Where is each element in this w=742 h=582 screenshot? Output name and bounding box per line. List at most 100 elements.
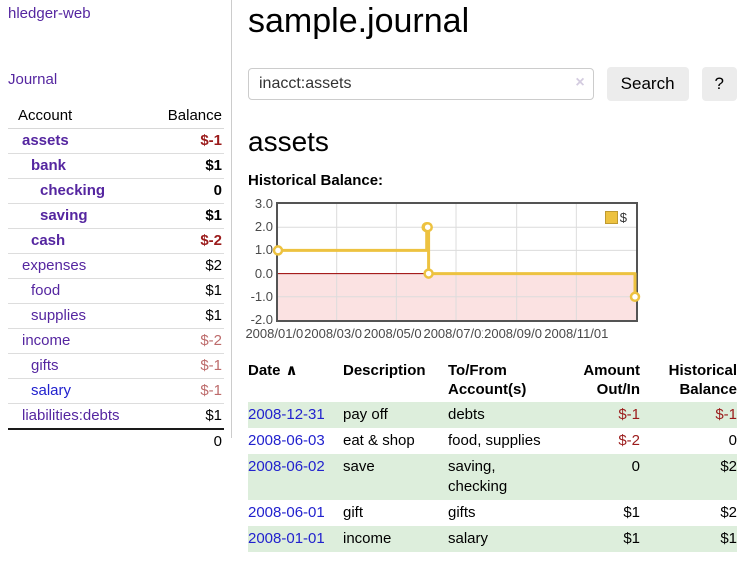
transaction-date-link[interactable]: 2008-06-01 xyxy=(248,504,325,521)
x-tick-label: 2008/07/01 xyxy=(422,326,491,341)
accounts-total-row: 0 xyxy=(8,428,224,454)
register-row: 2008-06-01 gift gifts $1 $2 xyxy=(248,500,737,526)
account-link[interactable]: bank xyxy=(31,157,67,174)
transaction-amount: $-2 xyxy=(618,432,640,449)
main-content: sample.journal × Search ? assets Histori… xyxy=(244,0,737,552)
account-link[interactable]: saving xyxy=(40,207,88,224)
search-bar: × Search ? xyxy=(248,67,737,101)
x-tick-label: 2008/09/01 xyxy=(482,326,551,341)
account-link[interactable]: liabilities:debts xyxy=(22,407,120,424)
register-header-row: Date ∧ Description To/From Account(s) Amount O… xyxy=(248,361,737,402)
account-balance: $1 xyxy=(143,153,224,179)
accounts-col-account: Account xyxy=(8,104,144,129)
chart-plot[interactable]: $ xyxy=(272,202,641,322)
search-button[interactable]: Search xyxy=(606,67,689,101)
brand-link[interactable]: hledger-web xyxy=(8,5,91,22)
y-tick-label: 1.0 xyxy=(254,242,273,258)
account-balance: $1 xyxy=(143,203,224,229)
chart-svg xyxy=(272,204,641,320)
data-point xyxy=(423,268,434,279)
register-column-header: To/From Account(s) xyxy=(448,362,527,398)
account-link[interactable]: cash xyxy=(31,232,66,249)
legend-label: $ xyxy=(619,210,627,225)
transaction-amount: $1 xyxy=(623,504,640,521)
account-balance: $-2 xyxy=(143,328,224,354)
chart-title: Historical Balance: xyxy=(248,172,384,189)
account-link[interactable]: income xyxy=(22,332,71,349)
transaction-amount: $1 xyxy=(623,530,640,547)
account-row: food $1 xyxy=(8,278,224,304)
account-balance: $1 xyxy=(143,278,224,304)
transaction-accounts: salary xyxy=(448,530,489,547)
transaction-accounts: food, supplies xyxy=(448,432,541,449)
x-tick-label: 2008/05/01 xyxy=(362,326,431,341)
transaction-balance: $2 xyxy=(720,504,737,521)
account-link[interactable]: assets xyxy=(22,132,69,149)
account-row: salary $-1 xyxy=(8,378,224,404)
account-balance: $-1 xyxy=(143,353,224,379)
y-tick-label: -1.0 xyxy=(250,288,273,304)
sidebar-item-journal[interactable]: Journal xyxy=(8,71,58,88)
accounts-header-row: Account Balance xyxy=(8,104,224,129)
y-tick-label: 0.0 xyxy=(254,265,273,281)
search-input[interactable] xyxy=(248,68,594,100)
transaction-balance: $2 xyxy=(720,458,737,475)
register-column-header[interactable]: Date ∧ xyxy=(248,362,298,379)
accounts-total-value: 0 xyxy=(143,428,224,454)
transaction-amount: $-1 xyxy=(618,406,640,423)
account-heading: assets xyxy=(248,126,329,157)
transaction-description: gift xyxy=(343,504,364,521)
transaction-amount: 0 xyxy=(631,458,640,475)
account-link[interactable]: checking xyxy=(40,182,106,199)
x-tick-label: 2008/03/01 xyxy=(302,326,371,341)
account-link[interactable]: gifts xyxy=(31,357,59,374)
register-row: 2008-01-01 income salary $1 $1 xyxy=(248,526,737,552)
account-balance: $-1 xyxy=(143,378,224,404)
transaction-accounts: saving, checking xyxy=(448,458,508,495)
chart-legend: $ xyxy=(602,209,629,226)
clear-search-icon[interactable]: × xyxy=(575,74,585,91)
register-column-header: Description xyxy=(343,362,426,379)
transaction-accounts: gifts xyxy=(448,504,476,521)
y-tick-label: 3.0 xyxy=(254,196,273,211)
transaction-balance: $-1 xyxy=(715,406,737,423)
account-link[interactable]: food xyxy=(31,282,61,299)
register-row: 2008-06-03 eat & shop food, supplies $-2 0 xyxy=(248,428,737,454)
transaction-description: save xyxy=(343,458,375,475)
transaction-date-link[interactable]: 2008-06-03 xyxy=(248,432,325,449)
account-row: checking 0 xyxy=(8,178,224,204)
account-balance: 0 xyxy=(143,178,224,204)
account-row: saving $1 xyxy=(8,203,224,229)
account-link[interactable]: salary xyxy=(31,382,72,399)
transaction-date-link[interactable]: 2008-12-31 xyxy=(248,406,325,423)
transaction-date-link[interactable]: 2008-06-02 xyxy=(248,458,325,475)
transaction-accounts: debts xyxy=(448,406,485,423)
account-row: expenses $2 xyxy=(8,253,224,279)
account-balance: $-2 xyxy=(143,228,224,254)
account-row: liabilities:debts $1 xyxy=(8,403,224,430)
account-balance: $1 xyxy=(143,303,224,329)
account-link[interactable]: supplies xyxy=(31,307,87,324)
account-row: supplies $1 xyxy=(8,303,224,329)
account-row: assets $-1 xyxy=(8,128,224,154)
account-row: income $-2 xyxy=(8,328,224,354)
historical-balance-chart: 3.0 2.0 1.0 0.0 -1.0 -2.0 $ 2008/01/01 2008/03… xyxy=(244,195,737,343)
account-row: bank $1 xyxy=(8,153,224,179)
page-title: sample.journal xyxy=(248,2,470,40)
account-balance: $2 xyxy=(143,253,224,279)
account-balance: $1 xyxy=(143,403,224,430)
register-row: 2008-06-02 save saving, checking 0 $2 xyxy=(248,454,737,500)
legend-swatch-icon xyxy=(604,211,618,224)
help-button[interactable]: ? xyxy=(701,67,737,101)
y-tick-label: -2.0 xyxy=(250,312,273,327)
transaction-description: income xyxy=(343,530,392,547)
account-row: gifts $-1 xyxy=(8,353,224,379)
register-column-header: Amount Out/In xyxy=(583,362,640,398)
x-tick-label: 2008/11/01 xyxy=(542,326,611,341)
account-link[interactable]: expenses xyxy=(22,257,87,274)
transaction-balance: $1 xyxy=(720,530,737,547)
sort-ascending-icon: ∧ xyxy=(285,362,298,379)
transaction-description: eat & shop xyxy=(343,432,415,449)
transaction-date-link[interactable]: 2008-01-01 xyxy=(248,530,325,547)
sidebar: hledger-web Journal Account Balance asse… xyxy=(0,0,232,454)
